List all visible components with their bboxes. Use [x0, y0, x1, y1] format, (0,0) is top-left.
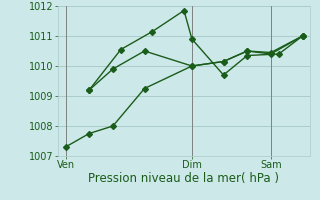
X-axis label: Pression niveau de la mer( hPa ): Pression niveau de la mer( hPa ): [89, 172, 279, 185]
